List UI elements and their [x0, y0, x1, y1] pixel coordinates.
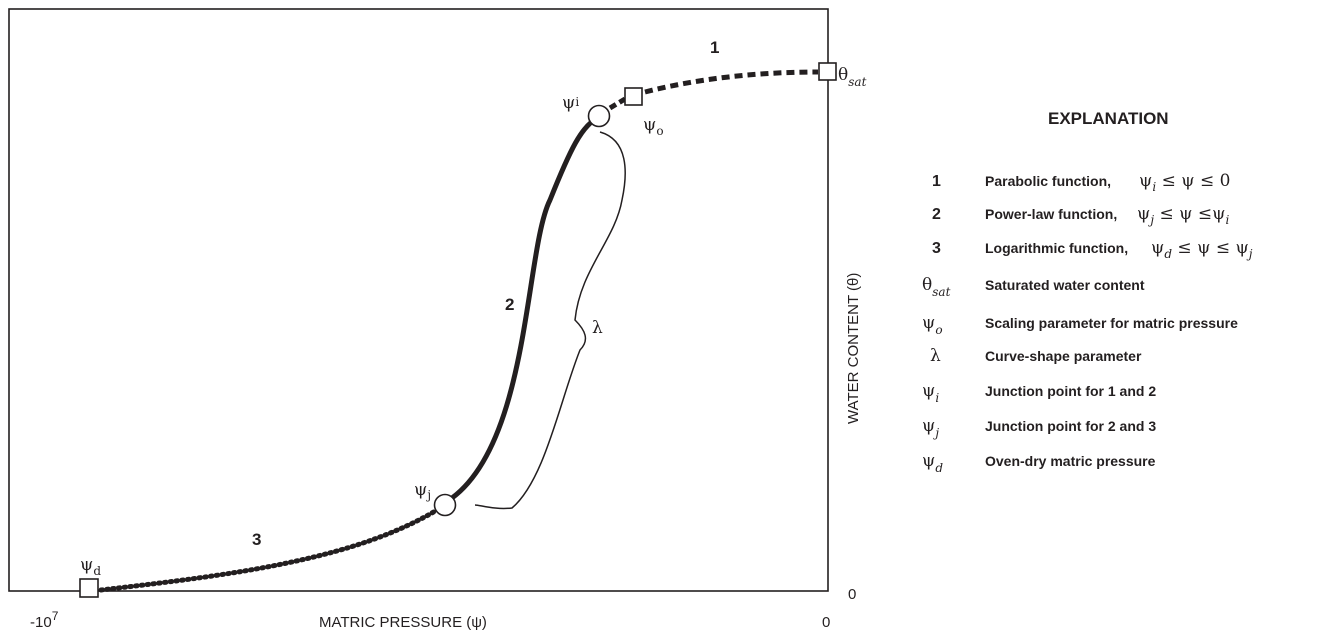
psi-o-label: ψo: [643, 115, 664, 138]
psi-i-label: ψi: [562, 93, 579, 113]
psi-d-marker: [79, 578, 99, 598]
legend-rows: 1 Parabolic function, ψi ≤ ψ ≤ 0 2 Power-law…: [922, 171, 1253, 475]
legend-desc-7: Junction point for 1 and 2: [985, 383, 1156, 399]
legend-key-3: 3: [932, 240, 941, 257]
legend-key-1: 1: [932, 173, 941, 190]
legend-desc-1: Parabolic function,: [985, 173, 1111, 189]
segment-3-logarithmic-curve: [98, 502, 448, 593]
x-axis-min-label: -107: [30, 609, 59, 631]
x-axis-title: MATRIC PRESSURE (ψ): [319, 614, 487, 631]
segment-3-number: 3: [252, 530, 261, 549]
psi-i-marker: [587, 104, 611, 128]
segment-1-number: 1: [710, 38, 719, 57]
legend-key-7: ψi: [922, 381, 939, 405]
legend-key-8: ψj: [922, 416, 939, 440]
psi-j-label: ψj: [414, 480, 431, 502]
legend-desc-6: Curve-shape parameter: [985, 348, 1142, 364]
legend-key-4: θsat: [922, 275, 951, 299]
legend-formula-2: ψj ≤ ψ ≤ψi: [1137, 204, 1229, 227]
segment-2-number: 2: [505, 295, 514, 314]
legend-desc-8: Junction point for 2 and 3: [985, 418, 1156, 434]
theta-sat-label: θsat: [838, 65, 867, 89]
psi-j-marker: [433, 493, 457, 517]
lambda-label: λ: [592, 318, 603, 338]
legend-desc-9: Oven-dry matric pressure: [985, 453, 1156, 469]
legend-desc-5: Scaling parameter for matric pressure: [985, 315, 1238, 331]
theta-sat-marker: [818, 62, 837, 81]
lambda-bracket: [474, 131, 626, 510]
psi-o-marker: [624, 87, 643, 106]
legend-key-9: ψd: [922, 451, 943, 475]
legend-key-6: λ: [930, 346, 941, 366]
legend-desc-3: Logarithmic function,: [985, 240, 1128, 256]
plot-frame: [8, 8, 829, 592]
legend-key-2: 2: [932, 206, 941, 223]
legend-title: EXPLANATION: [1048, 109, 1169, 128]
legend-formula-1: ψi ≤ ψ ≤ 0: [1139, 171, 1230, 194]
segment-1-parabolic-curve-short: [608, 96, 627, 111]
legend: EXPLANATION 1 Parabolic function, ψi ≤ ψ ≤…: [922, 109, 1253, 475]
legend-desc-4: Saturated water content: [985, 277, 1145, 293]
legend-formula-3: ψd ≤ ψ ≤ ψj: [1151, 238, 1253, 261]
y-axis-zero-label: 0: [848, 586, 856, 603]
legend-key-5: ψo: [922, 313, 943, 337]
y-axis-title: WATER CONTENT (θ): [845, 273, 862, 424]
segment-1-parabolic-curve: [644, 69, 819, 95]
psi-d-label: ψd: [80, 555, 101, 578]
legend-desc-2: Power-law function,: [985, 206, 1117, 222]
x-axis-zero-label: 0: [822, 614, 830, 631]
segment-2-power-law-curve: [450, 115, 600, 501]
